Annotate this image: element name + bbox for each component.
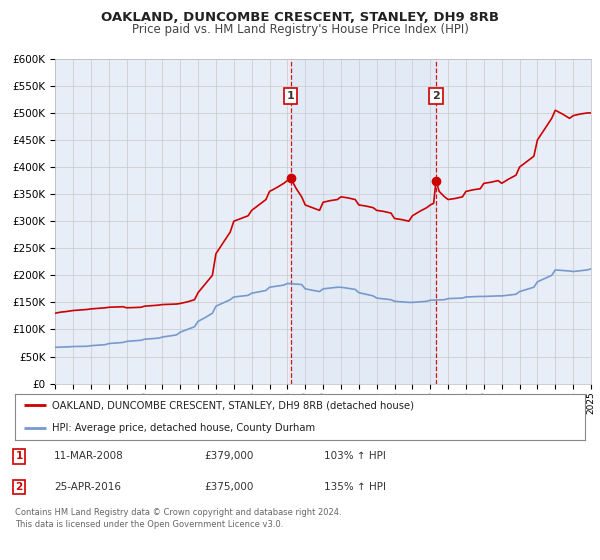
Text: £375,000: £375,000 [204,482,253,492]
Text: Contains HM Land Registry data © Crown copyright and database right 2024.
This d: Contains HM Land Registry data © Crown c… [15,508,341,529]
Text: 1: 1 [287,91,295,101]
Text: 11-MAR-2008: 11-MAR-2008 [54,451,124,461]
Text: OAKLAND, DUNCOMBE CRESCENT, STANLEY, DH9 8RB (detached house): OAKLAND, DUNCOMBE CRESCENT, STANLEY, DH9… [52,400,414,410]
Text: Price paid vs. HM Land Registry's House Price Index (HPI): Price paid vs. HM Land Registry's House … [131,23,469,36]
Text: 135% ↑ HPI: 135% ↑ HPI [324,482,386,492]
Text: 2: 2 [432,91,440,101]
Text: OAKLAND, DUNCOMBE CRESCENT, STANLEY, DH9 8RB: OAKLAND, DUNCOMBE CRESCENT, STANLEY, DH9… [101,11,499,24]
Text: 25-APR-2016: 25-APR-2016 [54,482,121,492]
Text: HPI: Average price, detached house, County Durham: HPI: Average price, detached house, Coun… [52,423,315,433]
Bar [291,59,436,384]
Text: 2: 2 [16,482,23,492]
Text: 1: 1 [16,451,23,461]
Text: 103% ↑ HPI: 103% ↑ HPI [324,451,386,461]
Text: £379,000: £379,000 [204,451,253,461]
